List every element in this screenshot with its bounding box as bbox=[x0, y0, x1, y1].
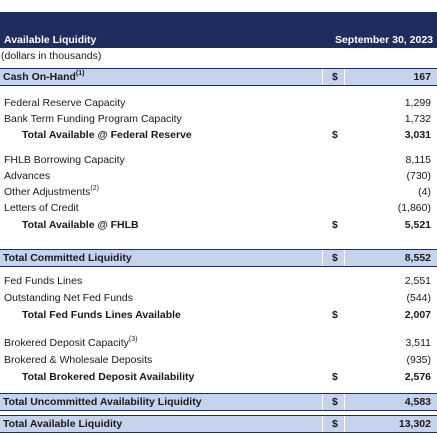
row-value: (544) bbox=[406, 292, 431, 304]
row-label: Total Available @ FHLB bbox=[22, 219, 139, 231]
footnote-marker: (2) bbox=[90, 185, 99, 192]
row-value: 4,583 bbox=[404, 396, 431, 408]
row-value: (935) bbox=[406, 354, 431, 366]
row-value: 1,732 bbox=[404, 113, 431, 125]
row-value: 13,302 bbox=[398, 418, 431, 430]
table-row: Brokered Deposit Capacity(3) 3,511 bbox=[0, 335, 437, 351]
dollar-sign: $ bbox=[332, 252, 338, 264]
table-header: Available Liquidity September 30, 2023 bbox=[0, 12, 437, 48]
table-row: Federal Reserve Capacity 1,299 bbox=[0, 95, 437, 111]
row-label: Brokered Deposit Capacity bbox=[4, 337, 129, 349]
row-label: Bank Term Funding Program Capacity bbox=[4, 113, 182, 125]
row-value: 2,007 bbox=[404, 309, 431, 321]
table-row-total-uncommitted: Total Uncommitted Availability Liquidity… bbox=[0, 393, 437, 411]
table-row-subtotal: Total Fed Funds Lines Available $ 2,007 bbox=[0, 307, 437, 323]
footnote-marker: (1) bbox=[75, 70, 85, 77]
table-row-cash-on-hand: Cash On-Hand(1) $ 167 bbox=[0, 68, 437, 86]
row-label: Other Adjustments bbox=[4, 186, 91, 198]
table-row-total-available: Total Available Liquidity $ 13,302 bbox=[0, 415, 437, 433]
dollar-sign: $ bbox=[332, 309, 338, 321]
row-label: Cash On-Hand bbox=[3, 71, 76, 83]
table-row: Other Adjustments(2) (4) bbox=[0, 184, 437, 200]
table-row: FHLB Borrowing Capacity 8,115 bbox=[0, 152, 437, 168]
row-label: Letters of Credit bbox=[4, 202, 79, 214]
row-value: 8,552 bbox=[404, 252, 431, 264]
table-row: Bank Term Funding Program Capacity 1,732 bbox=[0, 111, 437, 127]
row-label: Total Uncommitted Availability Liquidity bbox=[3, 396, 202, 408]
row-value: 2,551 bbox=[404, 275, 431, 287]
row-label: Total Available Liquidity bbox=[3, 418, 123, 430]
dollar-sign: $ bbox=[332, 371, 338, 383]
row-value: (1,860) bbox=[397, 202, 431, 214]
table-row: Brokered & Wholesale Deposits (935) bbox=[0, 352, 437, 368]
row-label: Outstanding Net Fed Funds bbox=[4, 292, 133, 304]
footnote-marker: (3) bbox=[128, 336, 138, 343]
table-row: Fed Funds Lines 2,551 bbox=[0, 273, 437, 289]
dollar-sign: $ bbox=[332, 396, 338, 408]
row-label: FHLB Borrowing Capacity bbox=[4, 154, 125, 166]
row-label: Total Available @ Federal Reserve bbox=[22, 129, 192, 141]
dollar-sign: $ bbox=[332, 71, 338, 83]
table-row: Letters of Credit (1,860) bbox=[0, 200, 437, 216]
table-row-subtotal: Total Available @ Federal Reserve $ 3,03… bbox=[0, 127, 437, 143]
row-label: Advances bbox=[4, 170, 51, 182]
table-row-subtotal: Total Brokered Deposit Availability $ 2,… bbox=[0, 369, 437, 385]
dollar-sign: $ bbox=[332, 129, 338, 141]
row-value: 3,031 bbox=[404, 129, 431, 141]
dollar-sign: $ bbox=[332, 219, 338, 231]
row-label: Total Brokered Deposit Availability bbox=[22, 371, 195, 383]
row-value: 3,511 bbox=[405, 337, 432, 349]
row-value: 8,115 bbox=[405, 154, 432, 166]
table-row-subtotal: Total Available @ FHLB $ 5,521 bbox=[0, 217, 437, 233]
row-label: Federal Reserve Capacity bbox=[4, 97, 126, 109]
row-label: Total Fed Funds Lines Available bbox=[22, 309, 181, 321]
row-label: Fed Funds Lines bbox=[4, 275, 83, 287]
row-value: 167 bbox=[413, 71, 431, 83]
table-row: Advances (730) bbox=[0, 168, 437, 184]
row-label: Brokered & Wholesale Deposits bbox=[4, 354, 153, 366]
row-label: Total Committed Liquidity bbox=[3, 252, 132, 264]
row-value: (4) bbox=[418, 186, 431, 198]
row-value: 2,576 bbox=[404, 371, 431, 383]
table-row-total-committed: Total Committed Liquidity $ 8,552 bbox=[0, 249, 437, 267]
row-value: 5,521 bbox=[404, 219, 431, 231]
row-value: 1,299 bbox=[404, 97, 431, 109]
units-note: (dollars in thousands) bbox=[1, 50, 102, 62]
column-date-header: September 30, 2023 bbox=[334, 34, 433, 46]
dollar-sign: $ bbox=[332, 418, 338, 430]
table-title: Available Liquidity bbox=[4, 34, 97, 46]
table-row: Outstanding Net Fed Funds (544) bbox=[0, 290, 437, 306]
row-value: (730) bbox=[406, 170, 431, 182]
